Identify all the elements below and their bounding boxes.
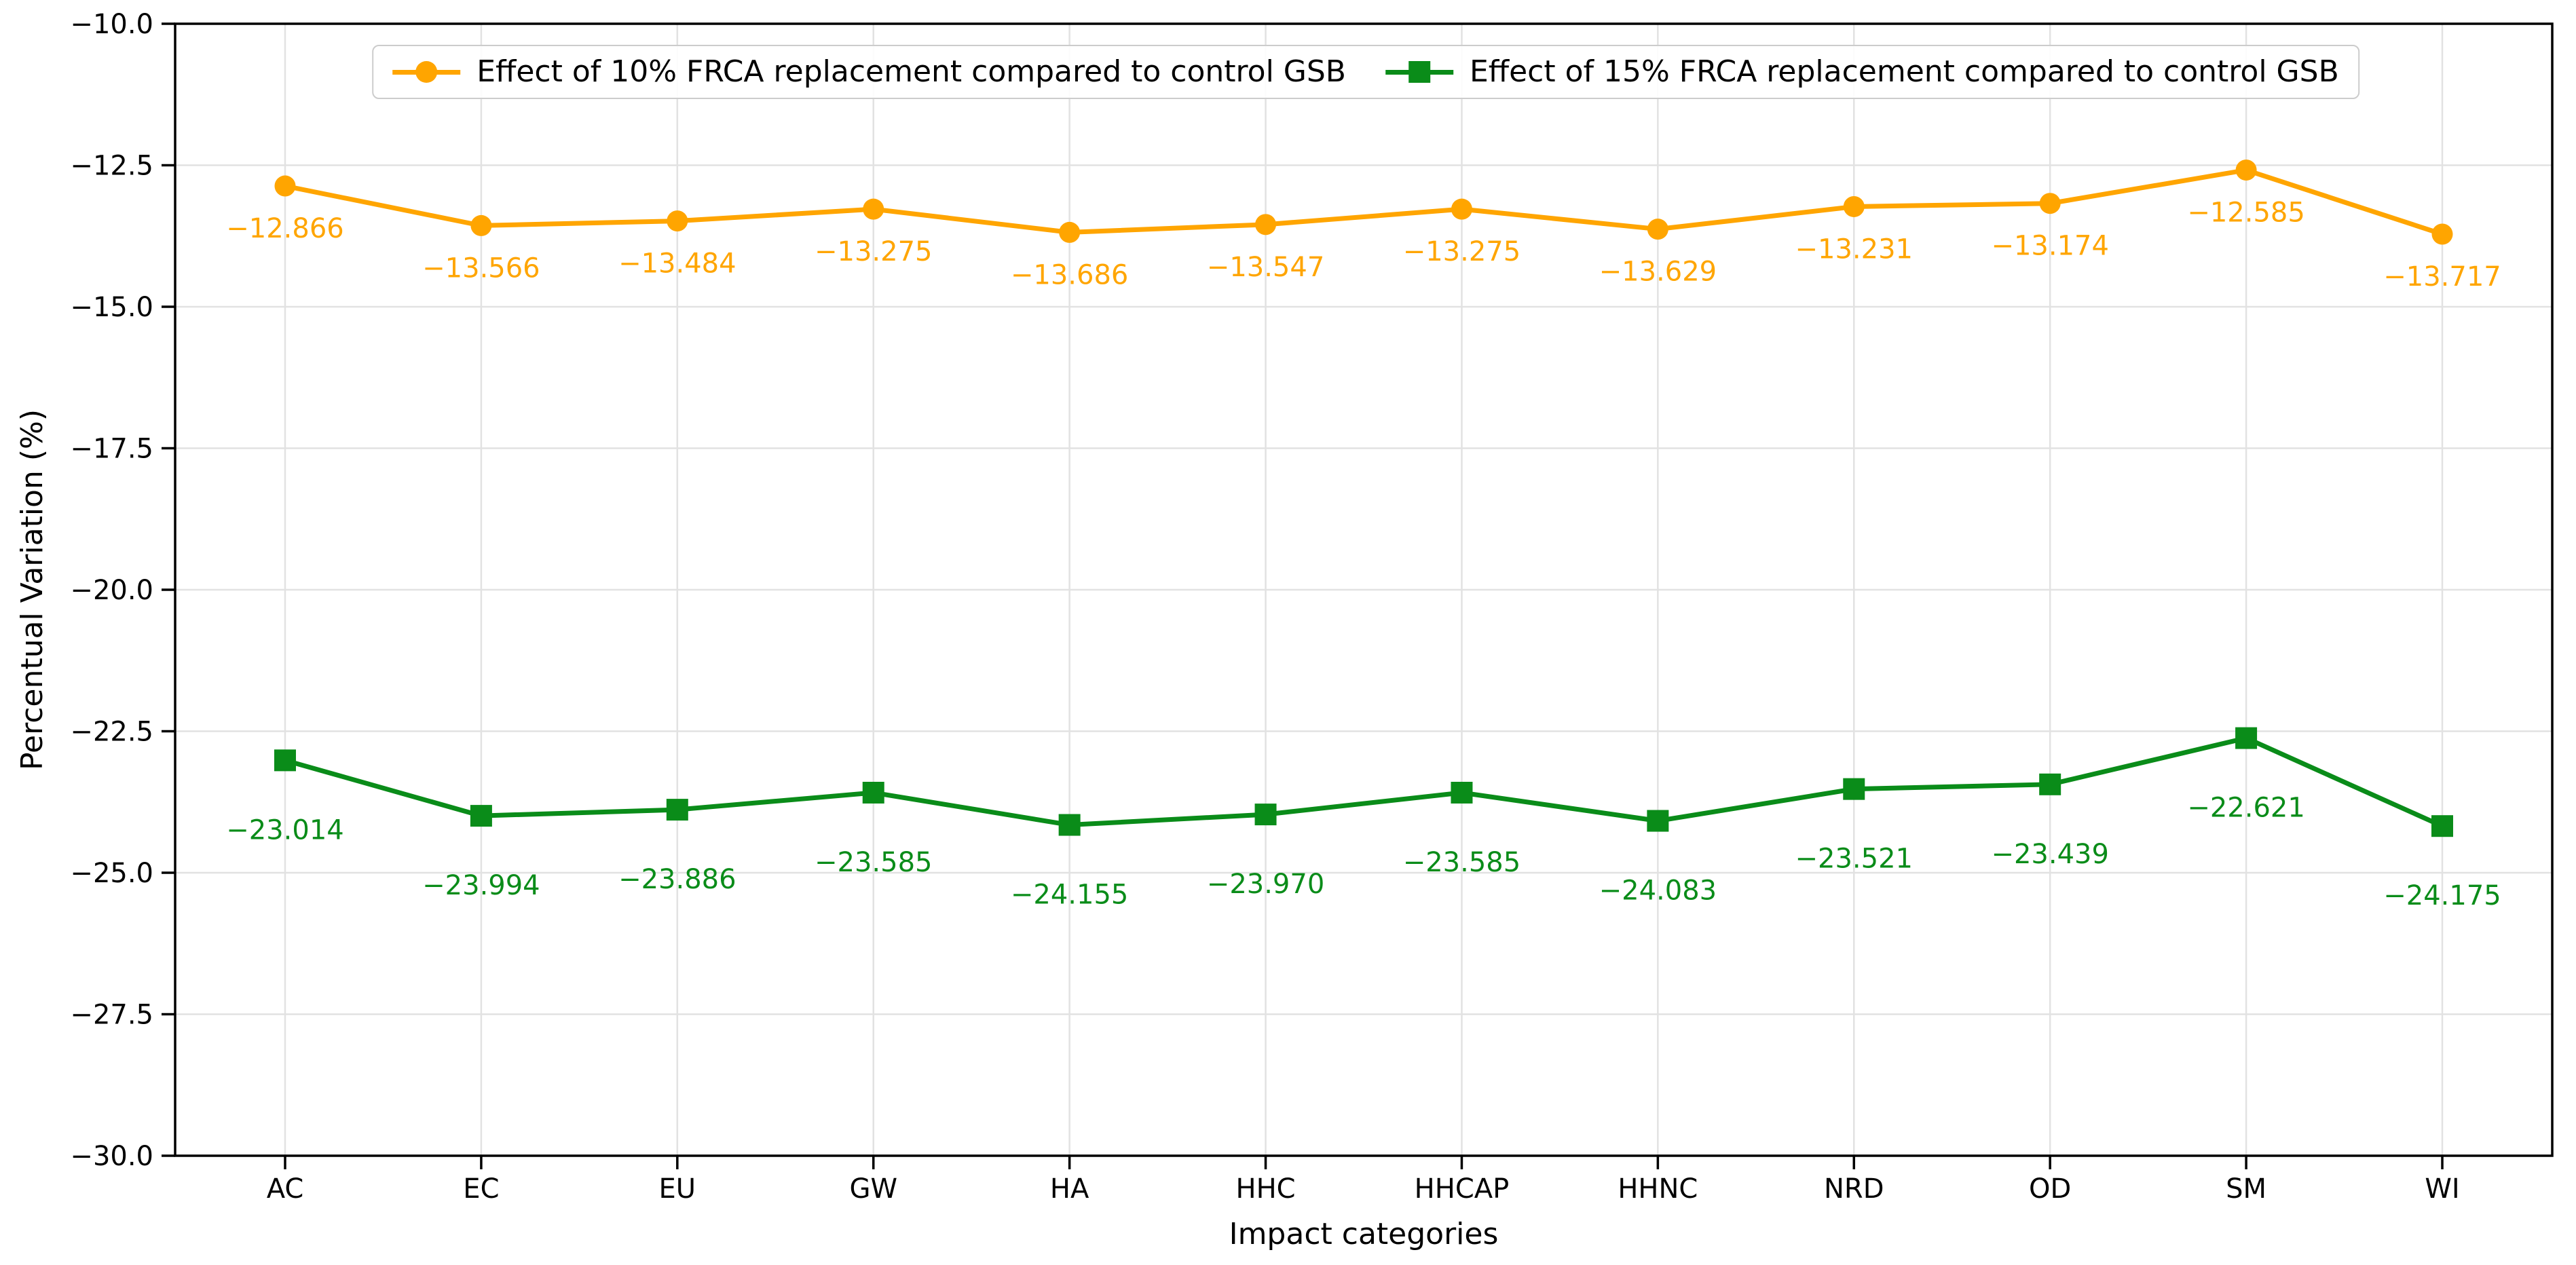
x-axis-title: Impact categories (1229, 1217, 1499, 1251)
data-point-label: −23.585 (815, 847, 932, 878)
y-axis-title: Percentual Variation (%) (15, 409, 50, 770)
y-tick-label: −27.5 (70, 1000, 153, 1031)
data-point-marker (862, 781, 884, 804)
data-point-label: −13.566 (422, 252, 540, 284)
legend: Effect of 10% FRCA replacement compared … (372, 45, 2359, 100)
data-point-label: −24.175 (2383, 880, 2501, 911)
legend-entry-10pct: Effect of 10% FRCA replacement compared … (392, 54, 1346, 89)
data-point-label: −23.970 (1207, 869, 1324, 900)
legend-label-15pct: Effect of 15% FRCA replacement compared … (1470, 54, 2339, 89)
x-tick-label: EC (463, 1173, 499, 1205)
data-point-label: −23.439 (1991, 839, 2108, 870)
data-point-label: −13.174 (1991, 231, 2108, 262)
x-tick-label: GW (849, 1173, 897, 1205)
y-tick-label: −20.0 (70, 575, 153, 606)
data-point-label: −13.275 (1403, 236, 1520, 267)
data-point-marker (2235, 727, 2258, 749)
data-point-marker (2431, 223, 2453, 245)
y-tick-label: −30.0 (70, 1141, 153, 1172)
y-tick-label: −15.0 (70, 292, 153, 323)
data-point-marker (2039, 773, 2061, 795)
x-tick-label: OD (2029, 1173, 2071, 1205)
data-point-label: −13.547 (1207, 252, 1324, 283)
data-point-marker (1451, 198, 1472, 220)
data-point-label: −13.717 (2383, 261, 2501, 292)
data-point-marker (2235, 159, 2257, 181)
legend-label-10pct: Effect of 10% FRCA replacement compared … (477, 54, 1346, 89)
legend-square-swatch (1408, 61, 1430, 83)
data-point-label: −23.014 (226, 814, 343, 846)
data-point-label: −23.585 (1403, 847, 1520, 878)
y-tick-label: −17.5 (70, 434, 153, 465)
data-point-marker (2039, 193, 2061, 214)
data-point-marker (863, 198, 884, 220)
data-point-label: −23.886 (618, 864, 736, 895)
x-tick-label: AC (267, 1173, 304, 1205)
x-tick-label: NRD (1824, 1173, 1884, 1205)
legend-entry-15pct: Effect of 15% FRCA replacement compared … (1385, 54, 2339, 89)
data-point-marker (1843, 195, 1865, 217)
data-point-label: −23.521 (1795, 844, 1913, 875)
data-point-label: −22.621 (2187, 793, 2304, 824)
data-point-marker (1254, 804, 1277, 826)
data-point-marker (1059, 221, 1081, 243)
data-point-label: −24.083 (1599, 875, 1717, 907)
data-point-marker (1451, 781, 1473, 804)
data-point-label: −13.231 (1795, 233, 1913, 265)
data-point-label: −13.275 (815, 236, 932, 267)
data-point-marker (666, 799, 688, 821)
data-point-marker (470, 214, 492, 236)
data-point-marker (274, 175, 296, 197)
y-tick-label: −12.5 (70, 151, 153, 182)
x-tick-label: HHCAP (1415, 1173, 1510, 1205)
data-point-marker (470, 805, 492, 827)
data-point-marker (1647, 219, 1668, 240)
data-point-label: −24.155 (1011, 880, 1128, 911)
data-point-marker (1058, 814, 1081, 836)
x-tick-label: WI (2425, 1173, 2459, 1205)
data-point-label: −13.686 (1011, 259, 1128, 290)
data-point-label: −23.994 (422, 870, 540, 901)
data-point-marker (2431, 815, 2453, 837)
x-tick-label: HA (1050, 1173, 1089, 1205)
y-tick-label: −22.5 (70, 717, 153, 748)
series-line-1 (284, 735, 2444, 829)
data-point-label: −13.484 (618, 248, 736, 280)
data-point-marker (1255, 214, 1277, 235)
data-point-marker (274, 749, 296, 772)
x-tick-label: HHC (1235, 1173, 1295, 1205)
series-line-0 (284, 167, 2444, 237)
y-tick-label: −10.0 (70, 9, 153, 40)
legend-marker-circle-icon (392, 60, 461, 83)
data-point-label: −12.585 (2187, 197, 2304, 229)
data-point-label: −13.629 (1599, 257, 1717, 288)
data-point-marker (1647, 810, 1669, 832)
data-point-marker (1843, 778, 1865, 800)
legend-circle-swatch (415, 61, 438, 83)
x-tick-label: EU (659, 1173, 696, 1205)
data-point-label: −12.866 (226, 213, 343, 244)
x-tick-label: HHNC (1618, 1173, 1698, 1205)
x-tick-label: SM (2226, 1173, 2266, 1205)
data-point-marker (667, 210, 688, 232)
legend-marker-square-icon (1385, 60, 1453, 83)
y-tick-label: −25.0 (70, 858, 153, 889)
